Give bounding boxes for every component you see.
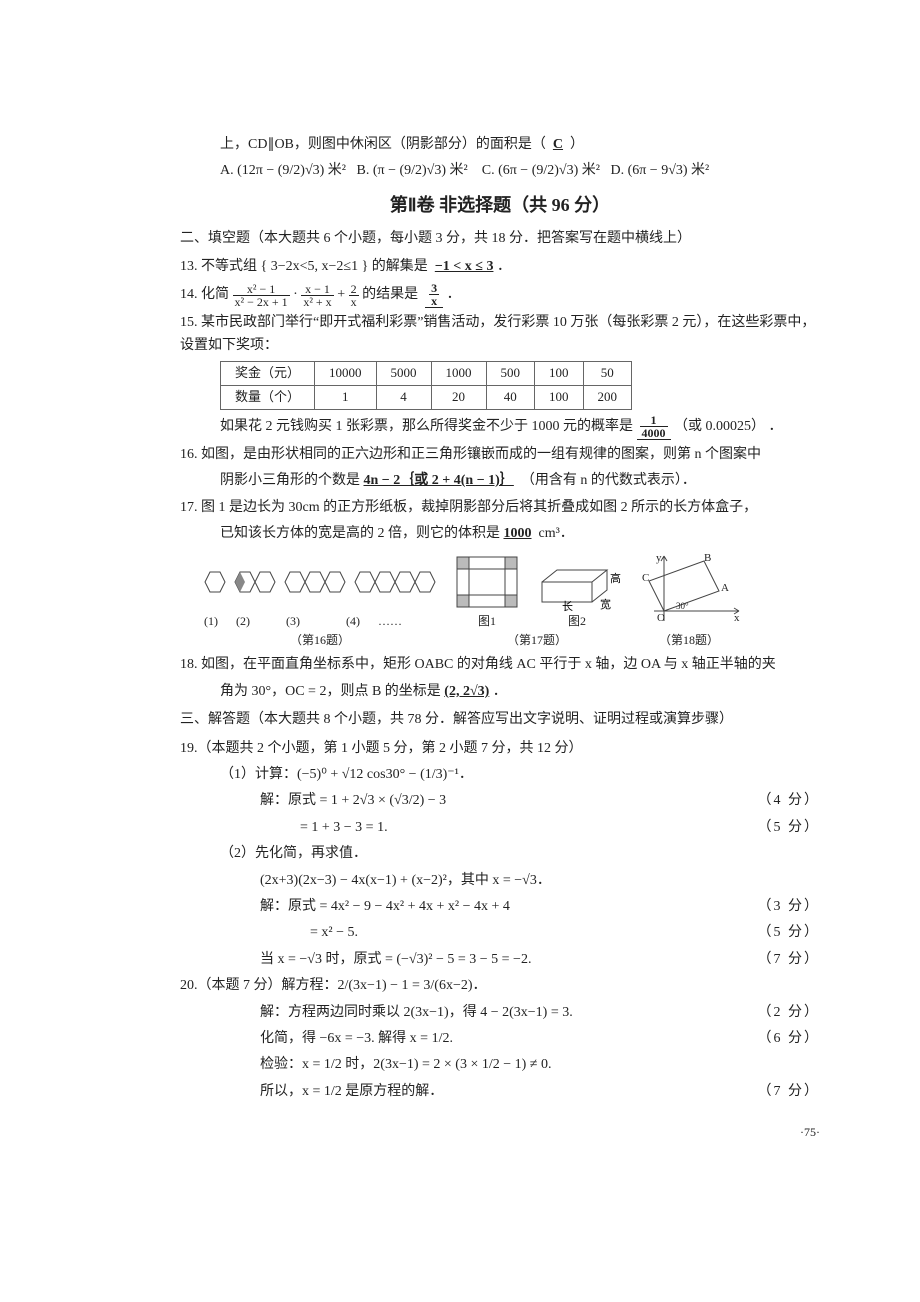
table-row: 奖金（元）100005000100050010050 — [221, 362, 632, 386]
q18-figure: O x y A B C 30° （第18题） — [634, 551, 744, 650]
part2-title: 第Ⅱ卷 非选择题（共 96 分） — [180, 191, 820, 220]
q12-optD: D. (6π − 9√3) 米² — [610, 163, 709, 178]
q14-frac3: 2x — [349, 283, 359, 308]
q17-figures: 图1 高 宽 长 图2 （第17题） — [452, 552, 622, 650]
marks-7b: （7 分） — [758, 1081, 821, 1103]
q13-stem: 13. 不等式组 { 3−2x<5, x−2≤1 } 的解集是 — [180, 259, 428, 274]
q12-optC: C. (6π − (9/2)√3) 米² — [482, 163, 600, 178]
marks-3: （3 分） — [758, 896, 821, 918]
svg-text:30°: 30° — [676, 601, 689, 611]
svg-text:B: B — [704, 552, 711, 564]
q13: 13. 不等式组 { 3−2x<5, x−2≤1 } 的解集是 −1 < x ≤… — [180, 256, 820, 278]
q20-s3: 检验：x = 1/2 时，2(3x−1) = 2 × (3 × 1/2 − 1)… — [180, 1054, 820, 1076]
marks-7: （7 分） — [758, 949, 821, 971]
q19-head: 19.（本题共 2 个小题，第 1 小题 5 分，第 2 小题 7 分，共 12… — [180, 738, 820, 760]
q12-optA: A. (12π − (9/2)√3) 米² — [220, 163, 346, 178]
svg-text:宽: 宽 — [600, 597, 611, 611]
hexagon-patterns-icon — [200, 552, 440, 612]
q12-text: 上，CD∥OB，则图中休闲区（阴影部分）的面积是（ — [220, 137, 546, 152]
q14-mid: 的结果是 — [362, 288, 418, 303]
q16-l2: 阴影小三角形的个数是 4n − 2｛或 2 + 4(n − 1)｝ （用含有 n… — [180, 470, 820, 492]
q16-caption: （第16题） — [200, 631, 440, 650]
q12-stem: 上，CD∥OB，则图中休闲区（阴影部分）的面积是（ C ） — [180, 134, 820, 156]
q17-answer: 1000 — [504, 526, 532, 541]
q15-answer: 14000 — [637, 414, 671, 440]
q14-frac2: x − 1x² + x — [301, 283, 333, 308]
marks-6: （6 分） — [758, 1028, 821, 1050]
q14-answer: 3x — [425, 282, 443, 308]
q12-options: A. (12π − (9/2)√3) 米² B. (π − (9/2)√3) 米… — [180, 160, 820, 182]
svg-text:A: A — [721, 582, 729, 594]
q15-tail: 如果花 2 元钱购买 1 张彩票，那么所得奖金不少于 1000 元的概率是 14… — [180, 414, 820, 440]
q19-s2c: 当 x = −√3 时，原式 = (−√3)² − 5 = 3 − 5 = −2… — [180, 949, 820, 971]
table-row: 数量（个）142040100200 — [221, 385, 632, 409]
q18-l2: 角为 30°，OC = 2，则点 B 的坐标是 (2, 2√3) ． — [180, 681, 820, 703]
q14-frac1: x² − 1x² − 2x + 1 — [233, 283, 290, 308]
q17-l1: 17. 图 1 是边长为 30cm 的正方形纸板，裁掉阴影部分后将其折叠成如图 … — [180, 497, 820, 519]
svg-text:C: C — [642, 572, 649, 584]
q19-s2b: = x² − 5. （5 分） — [180, 922, 820, 944]
q13-answer: −1 < x ≤ 3 — [435, 259, 494, 274]
figures-row: (1) (2) (3) (4) …… （第16题） — [200, 551, 820, 650]
marks-2: （2 分） — [758, 1002, 821, 1024]
page-number: ·75· — [180, 1123, 820, 1142]
q16-figures: (1) (2) (3) (4) …… （第16题） — [200, 552, 440, 650]
q20-s4: 所以，x = 1/2 是原方程的解． （7 分） — [180, 1081, 820, 1103]
q15-stem: 15. 某市民政部门举行“即开式福利彩票”销售活动，发行彩票 10 万张（每张彩… — [180, 312, 820, 357]
q20-head: 20.（本题 7 分）解方程：2/(3x−1) − 1 = 3/(6x−2)． — [180, 975, 820, 997]
marks-4: （4 分） — [758, 790, 821, 812]
svg-text:O: O — [657, 612, 665, 624]
coordinate-rect-icon: O x y A B C 30° — [634, 551, 744, 631]
marks-5b: （5 分） — [758, 922, 821, 944]
svg-text:长: 长 — [562, 600, 573, 612]
q17-caption: （第17题） — [452, 631, 622, 650]
square-net-icon — [452, 552, 522, 612]
q15-table: 奖金（元）100005000100050010050 数量（个）14204010… — [220, 361, 632, 410]
q12-answer: C — [553, 137, 563, 152]
q19-s1a: 解：原式 = 1 + 2√3 × (√3/2) − 3 （4 分） — [180, 790, 820, 812]
q18-answer: (2, 2√3) — [444, 684, 489, 699]
marks-5: （5 分） — [758, 817, 821, 839]
svg-text:x: x — [734, 612, 740, 624]
q14-stem: 14. 化简 — [180, 288, 229, 303]
q19-p2: （2）先化简，再求值． — [180, 843, 820, 865]
q16-l1: 16. 如图，是由形状相同的正六边形和正三角形镶嵌而成的一组有规律的图案，则第 … — [180, 444, 820, 466]
cuboid-icon: 高 宽 长 — [532, 552, 622, 612]
q19-p2b: (2x+3)(2x−3) − 4x(x−1) + (x−2)²，其中 x = −… — [180, 870, 820, 892]
q18-l1: 18. 如图，在平面直角坐标系中，矩形 OABC 的对角线 AC 平行于 x 轴… — [180, 654, 820, 676]
q18-caption: （第18题） — [634, 631, 744, 650]
q19-s1b: = 1 + 3 − 3 = 1. （5 分） — [180, 817, 820, 839]
q20-s1: 解：方程两边同时乘以 2(3x−1)，得 4 − 2(3x−1) = 3. （2… — [180, 1002, 820, 1024]
q15-alt: （或 0.00025） — [674, 419, 765, 434]
q12-end: ） — [570, 137, 584, 152]
svg-text:y: y — [656, 552, 662, 564]
q16-answer: 4n − 2｛或 2 + 4(n − 1)｝ — [364, 473, 514, 488]
section3-heading: 三、解答题（本大题共 8 个小题，共 78 分．解答应写出文字说明、证明过程或演… — [180, 709, 820, 731]
q20-s2: 化简，得 −6x = −3. 解得 x = 1/2. （6 分） — [180, 1028, 820, 1050]
q14: 14. 化简 x² − 1x² − 2x + 1 · x − 1x² + x +… — [180, 282, 820, 308]
q12-optB: B. (π − (9/2)√3) 米² — [357, 163, 468, 178]
section2-heading: 二、填空题（本大题共 6 个小题，每小题 3 分，共 18 分．把答案写在题中横… — [180, 228, 820, 250]
q19-p1: （1）计算：(−5)⁰ + √12 cos30° − (1/3)⁻¹． — [180, 764, 820, 786]
svg-text:高: 高 — [610, 571, 621, 585]
q19-s2a: 解：原式 = 4x² − 9 − 4x² + 4x + x² − 4x + 4 … — [180, 896, 820, 918]
q13-end: ． — [497, 259, 511, 274]
q17-l2: 已知该长方体的宽是高的 2 倍，则它的体积是 1000 cm³． — [180, 523, 820, 545]
